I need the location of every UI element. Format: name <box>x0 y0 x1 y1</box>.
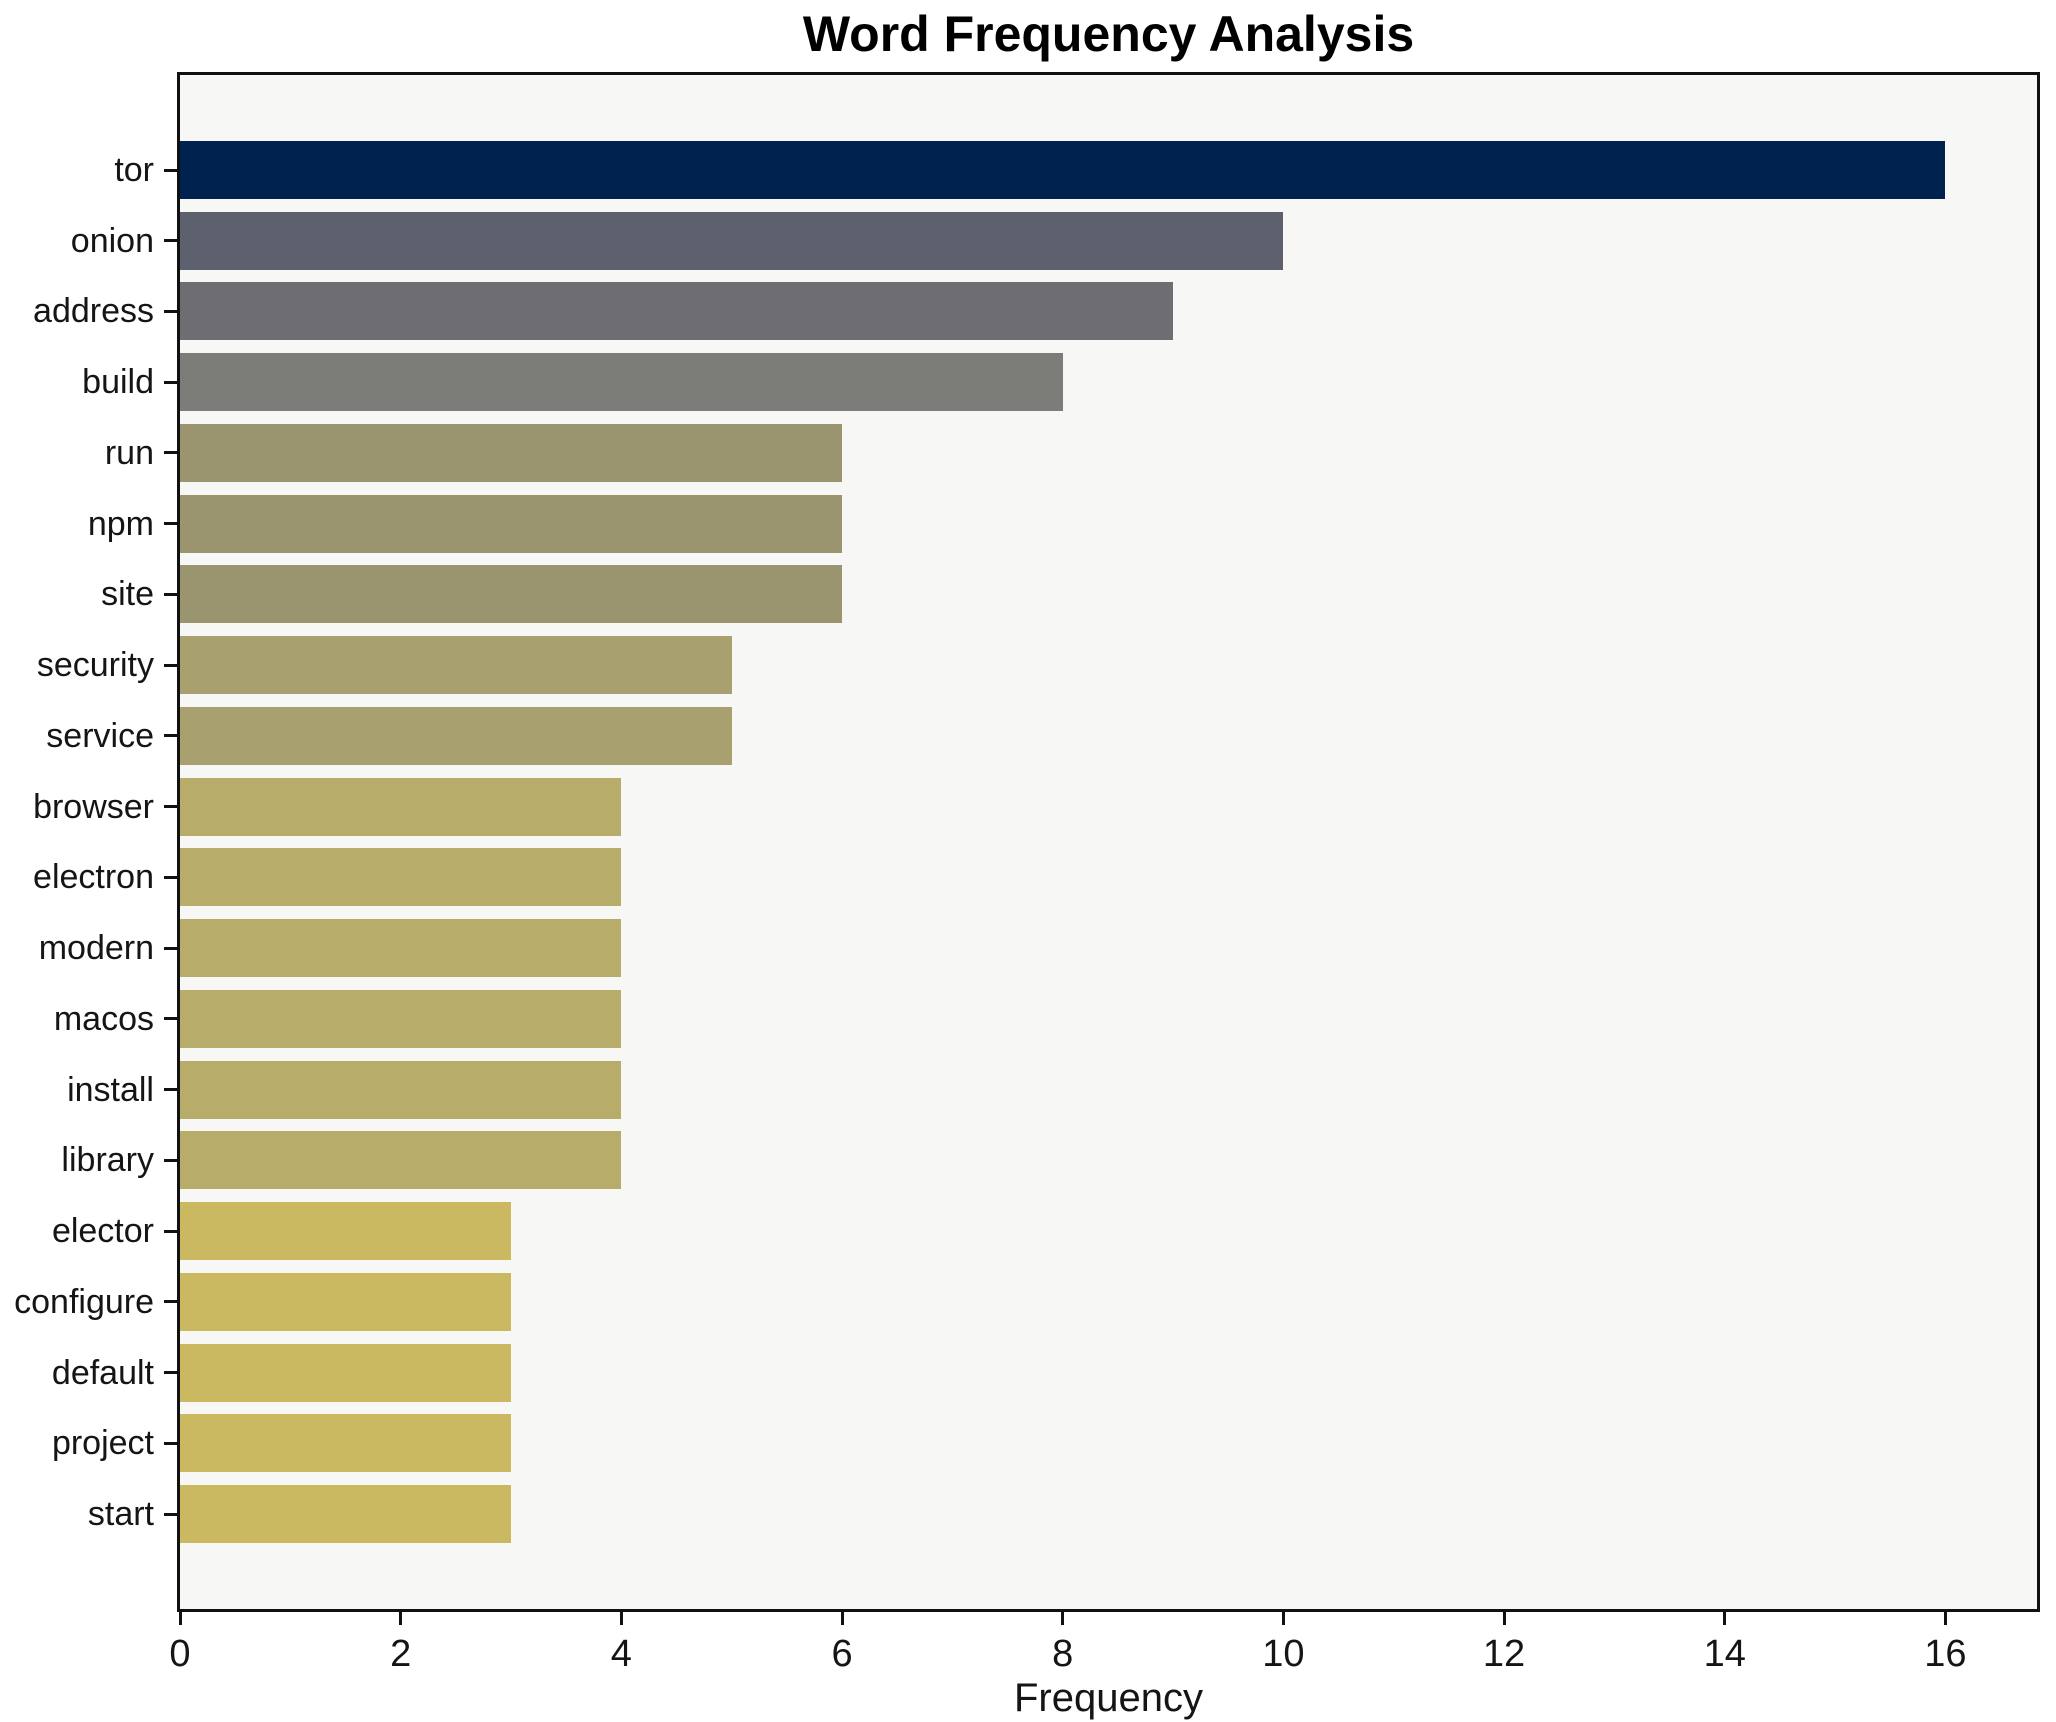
y-tick <box>164 1229 177 1233</box>
y-tick-label: install <box>67 1070 154 1109</box>
y-tick-label: elector <box>51 1212 154 1251</box>
x-tick <box>840 1612 844 1625</box>
y-tick-label: onion <box>70 221 154 260</box>
y-tick-label: address <box>33 292 154 331</box>
bar-project <box>180 1414 512 1473</box>
y-tick <box>164 239 177 243</box>
y-tick <box>164 875 177 879</box>
x-tick-label: 0 <box>169 1633 191 1675</box>
bars-layer <box>180 75 2037 1609</box>
bar-address <box>180 282 1174 341</box>
bar-start <box>180 1485 512 1543</box>
x-tick-label: 12 <box>1482 1633 1526 1675</box>
x-tick-label: 16 <box>1924 1633 1967 1675</box>
x-tick <box>1281 1612 1285 1625</box>
bar-modern <box>180 919 622 978</box>
y-tick-label: project <box>51 1424 154 1463</box>
y-tick <box>164 309 177 313</box>
bar-build <box>180 353 1063 412</box>
y-tick-label: browser <box>33 787 154 826</box>
x-tick <box>1061 1612 1065 1625</box>
y-tick-label: default <box>51 1353 154 1392</box>
y-tick <box>164 168 177 172</box>
y-tick <box>164 1017 177 1021</box>
y-tick-label: tor <box>114 151 154 189</box>
bar-site <box>180 565 843 624</box>
x-tick-label: 6 <box>831 1633 853 1675</box>
x-tick-label: 4 <box>610 1633 632 1675</box>
y-tick <box>164 1088 177 1092</box>
y-tick <box>164 1300 177 1304</box>
y-tick-label: build <box>82 363 154 402</box>
y-tick <box>164 1512 177 1516</box>
y-tick <box>164 663 177 667</box>
bar-service <box>180 706 732 765</box>
y-tick <box>164 1441 177 1445</box>
y-tick-label: site <box>101 575 154 614</box>
bar-run <box>180 423 843 482</box>
x-tick <box>1943 1612 1947 1625</box>
chart-title: Word Frequency Analysis <box>802 6 1415 62</box>
x-tick-label: 14 <box>1703 1633 1746 1675</box>
y-tick <box>164 734 177 738</box>
bar-browser <box>180 777 622 836</box>
y-tick <box>164 451 177 455</box>
y-tick-label: configure <box>14 1282 154 1321</box>
y-tick-label: library <box>61 1141 154 1180</box>
bar-macos <box>180 989 622 1048</box>
y-tick-label: macos <box>53 999 154 1038</box>
y-tick-label: npm <box>87 504 154 543</box>
x-tick <box>619 1612 623 1625</box>
x-tick-label: 10 <box>1262 1633 1305 1675</box>
y-tick <box>164 592 177 596</box>
y-tick-label: security <box>36 646 154 685</box>
y-tick-label: run <box>104 433 154 472</box>
bar-library <box>180 1131 622 1190</box>
y-tick <box>164 1158 177 1162</box>
y-tick-label: electron <box>33 858 154 897</box>
y-tick <box>164 946 177 950</box>
y-tick-label: modern <box>38 929 154 968</box>
x-axis-label: Frequency <box>1014 1676 1203 1720</box>
x-tick-label: 2 <box>390 1633 412 1675</box>
y-tick <box>164 522 177 526</box>
bar-configure <box>180 1272 512 1331</box>
plot-area <box>177 72 2040 1612</box>
x-tick <box>1723 1612 1727 1625</box>
bar-install <box>180 1060 622 1119</box>
x-tick-label: 8 <box>1052 1633 1074 1675</box>
y-tick <box>164 380 177 384</box>
y-tick-label: service <box>46 716 154 755</box>
bar-elector <box>180 1202 512 1261</box>
y-tick <box>164 805 177 809</box>
x-tick <box>1502 1612 1506 1625</box>
x-tick <box>178 1612 182 1625</box>
bar-default <box>180 1343 512 1402</box>
bar-onion <box>180 211 1284 270</box>
bar-security <box>180 636 732 695</box>
y-tick-label: start <box>87 1495 154 1533</box>
bar-npm <box>180 494 843 553</box>
x-tick <box>399 1612 403 1625</box>
bar-electron <box>180 848 622 907</box>
bar-tor <box>180 141 1946 199</box>
y-tick <box>164 1371 177 1375</box>
